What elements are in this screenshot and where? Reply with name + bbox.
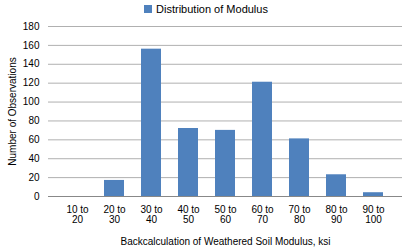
html-text:Distribution of Modulus: Distribution of Modulus — [156, 3, 268, 15]
svg-text:10 to20: 10 to20 — [66, 204, 89, 225]
svg-text:50 to60: 50 to60 — [214, 204, 237, 225]
svg-text:0: 0 — [34, 191, 40, 202]
svg-text:140: 140 — [23, 58, 40, 69]
svg-text:Backcalculation of Weathered S: Backcalculation of Weathered Soil Modulu… — [121, 236, 331, 247]
svg-text:20: 20 — [28, 172, 40, 183]
svg-text:120: 120 — [23, 77, 40, 88]
svg-text:Number of Observations: Number of Observations — [7, 57, 18, 165]
svg-text:70 to80: 70 to80 — [288, 204, 311, 225]
svg-text:20 to30: 20 to30 — [103, 204, 126, 225]
svg-text:60: 60 — [28, 134, 40, 145]
svg-text:40 to50: 40 to50 — [177, 204, 200, 225]
svg-text:30 to40: 30 to40 — [140, 204, 163, 225]
svg-text:90 to100: 90 to100 — [362, 204, 385, 225]
svg-text:160: 160 — [23, 40, 40, 51]
svg-text:180: 180 — [23, 21, 40, 32]
svg-text:80 to90: 80 to90 — [325, 204, 348, 225]
svg-text:100: 100 — [23, 96, 40, 107]
svg-text:40: 40 — [28, 153, 40, 164]
svg-text:80: 80 — [28, 115, 40, 126]
svg-text:60 to70: 60 to70 — [251, 204, 274, 225]
